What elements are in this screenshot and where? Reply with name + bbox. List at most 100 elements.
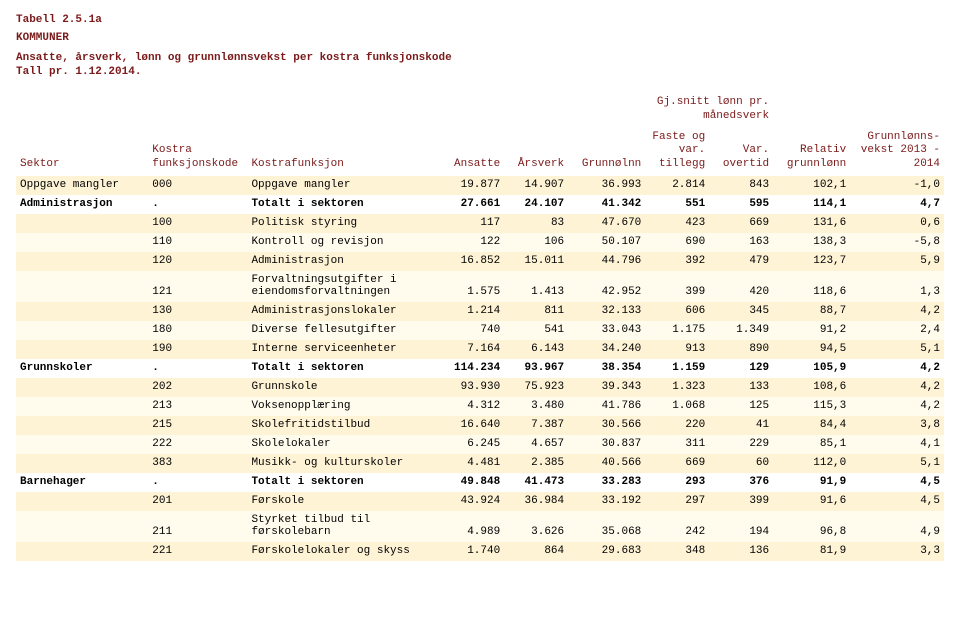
table-body: Oppgave mangler000Oppgave mangler19.8771… — [16, 176, 944, 561]
cell: 345 — [709, 302, 773, 321]
table-desc-2: Tall pr. 1.12.2014. — [16, 66, 944, 78]
cell: Grunnskole — [247, 378, 440, 397]
cell: 890 — [709, 340, 773, 359]
cell: 551 — [645, 195, 709, 214]
cell: 106 — [504, 233, 568, 252]
cell: 190 — [148, 340, 247, 359]
cell: 27.661 — [440, 195, 504, 214]
cell: 0,6 — [850, 214, 944, 233]
table-row: Barnehager.Totalt i sektoren49.84841.473… — [16, 473, 944, 492]
cell: 47.670 — [568, 214, 645, 233]
col-sektor: Sektor — [16, 128, 148, 176]
cell: 4.657 — [504, 435, 568, 454]
cell: 33.043 — [568, 321, 645, 340]
table-row: 215Skolefritidstilbud16.6407.38730.56622… — [16, 416, 944, 435]
cell: 1.575 — [440, 271, 504, 302]
cell: 606 — [645, 302, 709, 321]
cell — [16, 542, 148, 561]
cell: 33.192 — [568, 492, 645, 511]
cell: Totalt i sektoren — [247, 473, 440, 492]
cell: 93.967 — [504, 359, 568, 378]
cell: 118,6 — [773, 271, 850, 302]
col-faste: Faste og var. tillegg — [645, 128, 709, 176]
cell: Musikk- og kulturskoler — [247, 454, 440, 473]
cell: 5,1 — [850, 454, 944, 473]
cell: 383 — [148, 454, 247, 473]
cell: 14.907 — [504, 176, 568, 195]
cell: 33.283 — [568, 473, 645, 492]
cell: 81,9 — [773, 542, 850, 561]
table-row: 211Styrket tilbud til førskolebarn4.9893… — [16, 511, 944, 542]
table-row: 222Skolelokaler6.2454.65730.83731122985,… — [16, 435, 944, 454]
col-grunnolnn: Grunnølnn — [568, 128, 645, 176]
cell: 60 — [709, 454, 773, 473]
cell: 5,9 — [850, 252, 944, 271]
table-row: 121Forvaltningsutgifter i eiendomsforval… — [16, 271, 944, 302]
cell: 311 — [645, 435, 709, 454]
cell: 35.068 — [568, 511, 645, 542]
cell: 15.011 — [504, 252, 568, 271]
cell: 41.786 — [568, 397, 645, 416]
cell: 293 — [645, 473, 709, 492]
cell: 201 — [148, 492, 247, 511]
cell: 114,1 — [773, 195, 850, 214]
cell: 100 — [148, 214, 247, 233]
cell: 129 — [709, 359, 773, 378]
cell: 16.852 — [440, 252, 504, 271]
cell: Barnehager — [16, 473, 148, 492]
cell: Kontroll og revisjon — [247, 233, 440, 252]
cell — [16, 378, 148, 397]
cell: 1.214 — [440, 302, 504, 321]
cell: . — [148, 473, 247, 492]
cell: 34.240 — [568, 340, 645, 359]
col-kode: Kostra funksjonskode — [148, 128, 247, 176]
cell: 88,7 — [773, 302, 850, 321]
cell: 122 — [440, 233, 504, 252]
cell: 4,1 — [850, 435, 944, 454]
cell: 348 — [645, 542, 709, 561]
cell: 2,4 — [850, 321, 944, 340]
kommuner-label: KOMMUNER — [16, 32, 944, 44]
cell: 30.837 — [568, 435, 645, 454]
cell: 4,2 — [850, 397, 944, 416]
table-header: Gj.snitt lønn pr. månedsverk Sektor Kost… — [16, 90, 944, 176]
cell: 221 — [148, 542, 247, 561]
cell: 19.877 — [440, 176, 504, 195]
cell: 41 — [709, 416, 773, 435]
cell: 1.175 — [645, 321, 709, 340]
cell: Førskolelokaler og skyss — [247, 542, 440, 561]
cell — [16, 252, 148, 271]
cell: 94,5 — [773, 340, 850, 359]
cell: 117 — [440, 214, 504, 233]
cell: Totalt i sektoren — [247, 195, 440, 214]
cell: 110 — [148, 233, 247, 252]
cell: Administrasjon — [16, 195, 148, 214]
cell — [16, 214, 148, 233]
cell: 133 — [709, 378, 773, 397]
cell: 1.413 — [504, 271, 568, 302]
col-relativ: Relativ grunnlønn — [773, 128, 850, 176]
cell: 2.814 — [645, 176, 709, 195]
cell: 3.480 — [504, 397, 568, 416]
cell: 1,3 — [850, 271, 944, 302]
cell: -5,8 — [850, 233, 944, 252]
cell: 115,3 — [773, 397, 850, 416]
cell: 7.164 — [440, 340, 504, 359]
cell: -1,0 — [850, 176, 944, 195]
cell: 105,9 — [773, 359, 850, 378]
cell — [16, 271, 148, 302]
cell: 000 — [148, 176, 247, 195]
table-row: 130Administrasjonslokaler1.21481132.1336… — [16, 302, 944, 321]
cell: 297 — [645, 492, 709, 511]
cell: Skolelokaler — [247, 435, 440, 454]
table-id: Tabell 2.5.1a — [16, 14, 944, 26]
cell: 669 — [709, 214, 773, 233]
cell: 423 — [645, 214, 709, 233]
cell: 102,1 — [773, 176, 850, 195]
cell: Administrasjon — [247, 252, 440, 271]
col-funk: Kostrafunksjon — [247, 128, 440, 176]
cell: 399 — [709, 492, 773, 511]
cell: 595 — [709, 195, 773, 214]
cell: Diverse fellesutgifter — [247, 321, 440, 340]
cell: 202 — [148, 378, 247, 397]
